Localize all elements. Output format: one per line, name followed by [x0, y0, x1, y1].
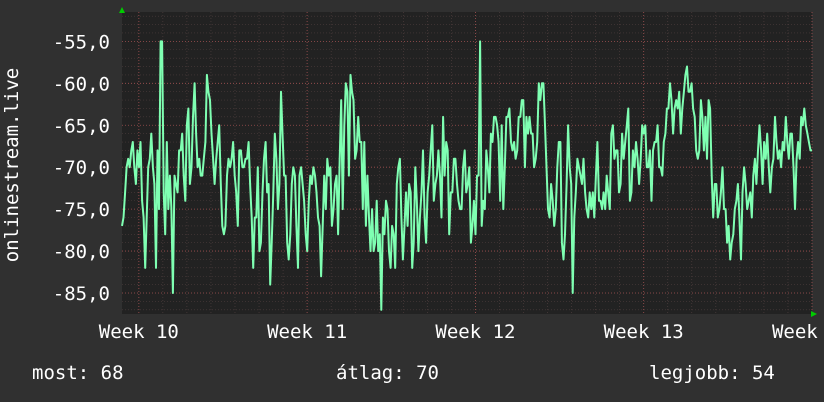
x-tick-label: Week 14: [772, 321, 824, 343]
x-tick-label: Week 12: [435, 321, 515, 343]
y-tick-label: -55,0: [53, 31, 110, 53]
y-axis-arrow-icon: [119, 7, 125, 13]
y-tick-label: -80,0: [53, 241, 110, 263]
x-axis-arrow-icon: [811, 311, 817, 317]
y-tick-label: -85,0: [53, 283, 110, 305]
x-tick-label: Week 13: [604, 321, 684, 343]
x-tick-label: Week 11: [267, 321, 347, 343]
plot-area: [122, 12, 812, 314]
x-axis-ticks: Week 10 Week 11 Week 12 Week 13 Week 14: [99, 321, 824, 343]
best-value: legjobb: 54: [649, 362, 775, 384]
y-tick-label: -70,0: [53, 157, 110, 179]
x-tick-label: Week 10: [99, 321, 179, 343]
average-value: átlag: 70: [336, 362, 439, 384]
series-line: [121, 40, 812, 311]
y-tick-label: -60,0: [53, 73, 110, 95]
y-tick-label: -65,0: [53, 115, 110, 137]
y-axis-label: onlinestream.live: [1, 68, 23, 262]
current-value: most: 68: [32, 362, 124, 384]
y-axis-ticks: -55,0 -60,0 -65,0 -70,0 -75,0 -80,0 -85,0: [53, 31, 110, 305]
y-tick-label: -75,0: [53, 199, 110, 221]
